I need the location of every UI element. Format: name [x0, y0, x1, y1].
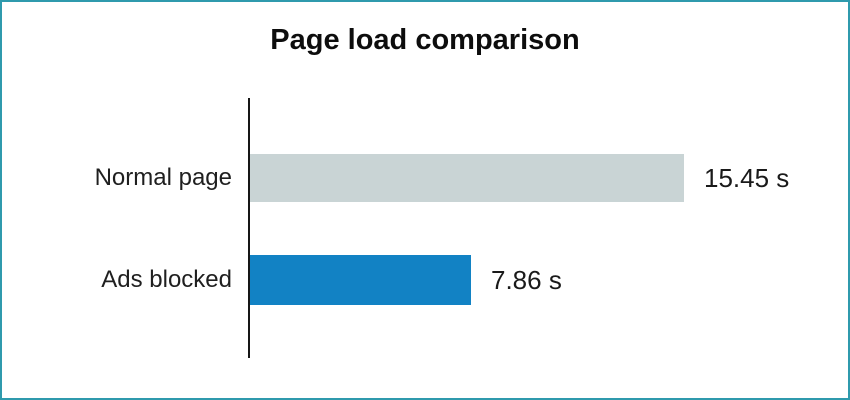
- y-axis-line: [248, 98, 250, 358]
- value-label-normal-page: 15.45 s: [704, 162, 790, 193]
- category-label-ads-blocked: Ads blocked: [101, 266, 232, 293]
- category-label-normal-page: Normal page: [94, 164, 232, 191]
- bar-row-ads-blocked: Ads blocked 7.86 s: [2, 255, 562, 305]
- bar-ads-blocked: [250, 255, 471, 305]
- bar-row-normal-page: Normal page 15.45 s: [2, 154, 789, 202]
- value-label-ads-blocked: 7.86 s: [491, 264, 562, 295]
- chart-title: Page load comparison: [270, 24, 580, 56]
- bar-normal-page: [250, 154, 684, 202]
